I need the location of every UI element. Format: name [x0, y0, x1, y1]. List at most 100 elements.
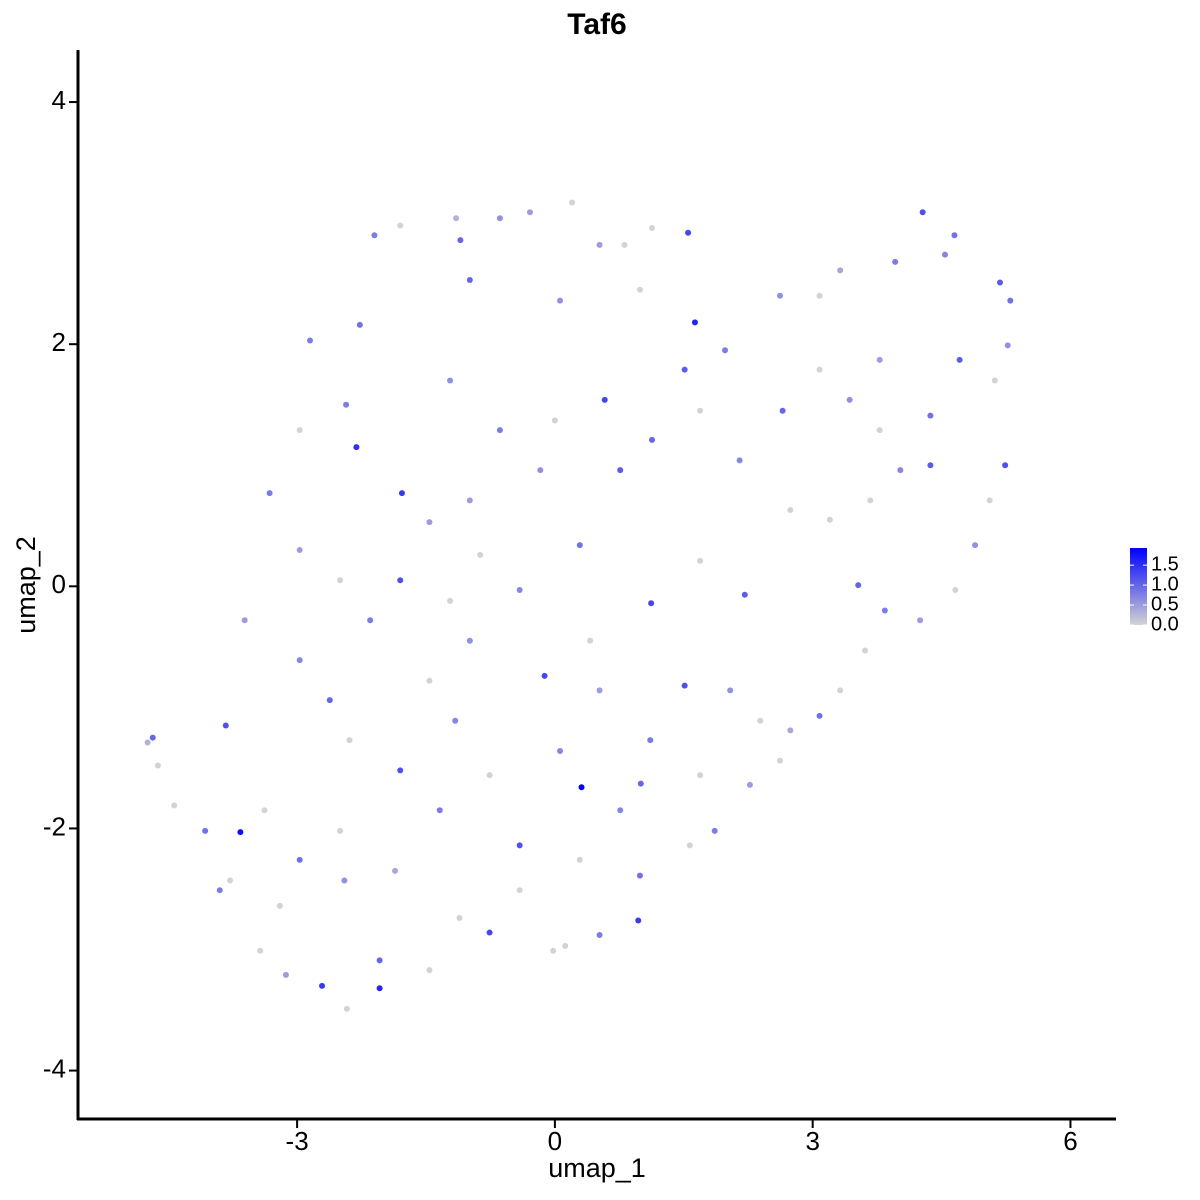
point [892, 258, 899, 265]
point [346, 737, 353, 744]
point [371, 232, 378, 239]
point [596, 241, 603, 248]
point [876, 427, 883, 434]
point [466, 637, 473, 644]
point [296, 657, 303, 664]
point [282, 971, 289, 978]
point [648, 600, 655, 607]
point [397, 222, 404, 229]
point [276, 902, 283, 909]
point [516, 842, 523, 849]
point [881, 607, 888, 614]
point [636, 872, 643, 879]
y-tick-label: 4 [52, 85, 66, 115]
colorbar-label: 0.0 [1151, 613, 1179, 635]
point [578, 784, 585, 791]
point [787, 507, 794, 514]
point [296, 427, 303, 434]
point [681, 682, 688, 689]
point [855, 582, 862, 589]
point [816, 366, 823, 373]
point [986, 497, 993, 504]
point [777, 292, 784, 299]
point [353, 444, 360, 451]
point [376, 985, 383, 992]
point [241, 617, 248, 624]
point [477, 551, 484, 558]
point [486, 772, 493, 779]
point [697, 557, 704, 564]
point [171, 802, 178, 809]
point [686, 842, 693, 849]
point [636, 286, 643, 293]
point [216, 887, 223, 894]
point [516, 586, 523, 593]
point [343, 1005, 350, 1012]
point [637, 780, 644, 787]
x-tick-label: -3 [286, 1126, 309, 1156]
point [541, 672, 548, 679]
point [972, 542, 979, 549]
point [447, 597, 454, 604]
colorbar-label: 0.5 [1151, 593, 1179, 615]
point [456, 915, 463, 922]
point [227, 877, 234, 884]
chart-title: Taf6 [567, 8, 626, 41]
point [562, 942, 569, 949]
point [557, 297, 564, 304]
point [942, 251, 949, 258]
point [526, 209, 533, 216]
point [397, 577, 404, 584]
point [341, 877, 348, 884]
point [685, 229, 692, 236]
point [452, 717, 459, 724]
colorbar [1130, 548, 1147, 625]
point [356, 321, 363, 328]
point [326, 697, 333, 704]
point [826, 516, 833, 523]
point [376, 957, 383, 964]
point [426, 967, 433, 974]
point [557, 747, 564, 754]
point [319, 982, 326, 989]
point [837, 267, 844, 274]
point [741, 591, 748, 598]
point [691, 319, 698, 326]
point [337, 827, 344, 834]
colorbar-label: 1.0 [1151, 573, 1179, 595]
point [996, 279, 1003, 286]
y-tick-label: 0 [52, 569, 66, 599]
point [917, 617, 924, 624]
x-tick-label: 3 [805, 1126, 819, 1156]
point [466, 497, 473, 504]
y-tick-label: 2 [52, 327, 66, 357]
point [296, 546, 303, 553]
x-tick-label: 6 [1063, 1126, 1077, 1156]
point [453, 215, 460, 222]
point [951, 232, 958, 239]
point [516, 887, 523, 894]
point [952, 586, 959, 593]
point [398, 490, 405, 497]
point [551, 417, 558, 424]
point [576, 856, 583, 863]
point [648, 224, 655, 231]
point [337, 577, 344, 584]
point [897, 467, 904, 474]
point [447, 377, 454, 384]
point [787, 727, 794, 734]
point [846, 396, 853, 403]
point [576, 542, 583, 549]
point [537, 467, 544, 474]
point [550, 947, 557, 954]
point [601, 396, 608, 403]
point [587, 637, 594, 644]
point [816, 712, 823, 719]
point [617, 807, 624, 814]
point [647, 737, 654, 744]
point [736, 457, 743, 464]
point [266, 490, 273, 497]
point [261, 807, 268, 814]
point [991, 377, 998, 384]
